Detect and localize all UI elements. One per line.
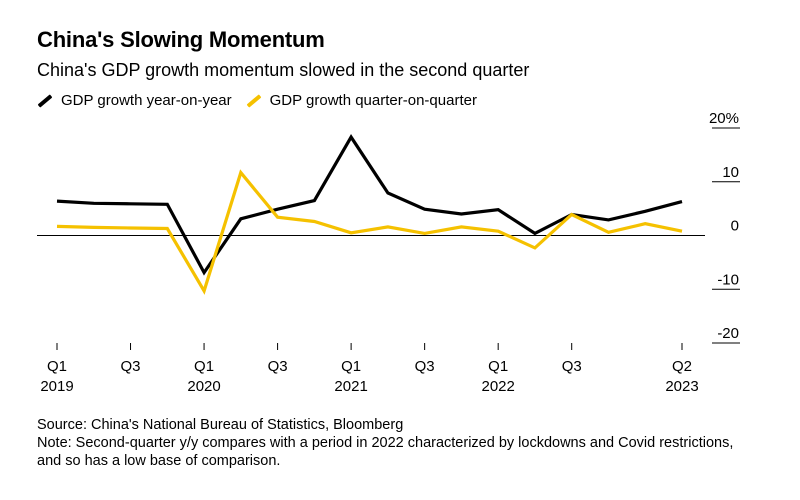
chart-legend: GDP growth year-on-year GDP growth quart… <box>37 92 491 109</box>
x-tick-label: Q3 <box>121 358 141 375</box>
legend-item-yoy: GDP growth year-on-year <box>37 92 232 109</box>
x-tick-label: Q1 <box>488 358 508 375</box>
x-tick-label: Q3 <box>415 358 435 375</box>
x-tick-year-label: 2022 <box>481 378 514 395</box>
legend-label-qoq: GDP growth quarter-on-quarter <box>269 92 477 109</box>
x-tick-label: Q3 <box>268 358 288 375</box>
chart-footer: Source: China's National Bureau of Stati… <box>37 416 757 470</box>
y-tick-label: -10 <box>717 271 739 288</box>
x-tick-year-label: 2023 <box>665 378 698 395</box>
x-tick-label: Q1 <box>194 358 214 375</box>
x-tick-year-label: 2020 <box>187 378 220 395</box>
series-line-qoq <box>56 169 683 295</box>
x-tick-label: Q2 <box>672 358 692 375</box>
x-tick-label: Q1 <box>341 358 361 375</box>
x-tick-label: Q3 <box>562 358 582 375</box>
x-tick-label: Q1 <box>47 358 67 375</box>
legend-item-qoq: GDP growth quarter-on-quarter <box>246 92 477 109</box>
chart-subtitle: China's GDP growth momentum slowed in th… <box>37 60 530 80</box>
x-tick-year-label: 2019 <box>40 378 73 395</box>
footnote: Note: Second-quarter y/y compares with a… <box>37 435 734 469</box>
chart-title: China's Slowing Momentum <box>37 27 325 52</box>
y-tick-label: -20 <box>717 325 739 342</box>
y-tick-label: 10 <box>722 164 739 181</box>
series-line-yoy <box>56 134 683 276</box>
x-tick-year-label: 2021 <box>334 378 367 395</box>
source-note: Source: China's National Bureau of Stati… <box>37 417 404 433</box>
legend-label-yoy: GDP growth year-on-year <box>61 92 232 109</box>
y-tick-label: 20% <box>709 110 739 127</box>
y-tick-label: 0 <box>731 218 739 235</box>
